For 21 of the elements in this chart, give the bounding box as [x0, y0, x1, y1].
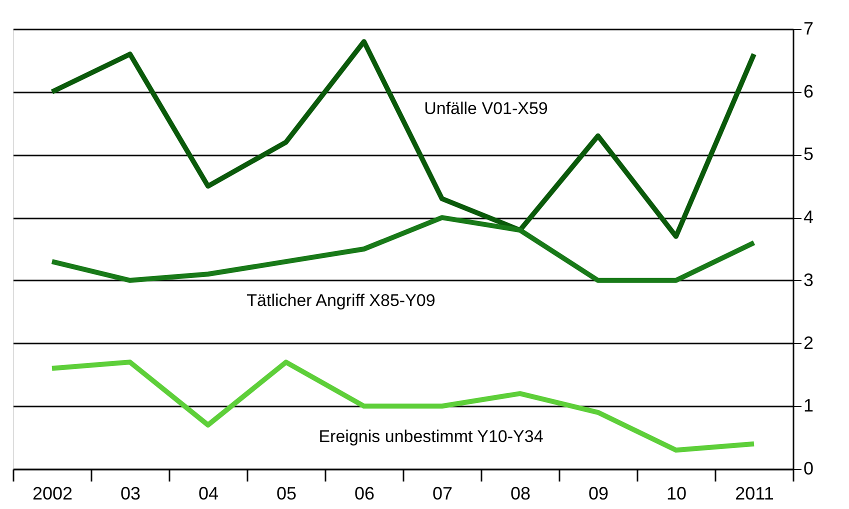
y-tick-label: 6: [804, 81, 814, 102]
x-tick-label: 10: [666, 484, 687, 504]
y-tick-label: 5: [804, 144, 814, 164]
y-tick-label: 0: [804, 458, 814, 478]
y-tick-label: 2: [804, 332, 814, 353]
x-tick-label: 03: [120, 484, 141, 504]
x-tick-label: 09: [588, 484, 609, 504]
x-tick-label: 04: [198, 484, 219, 504]
x-tick-label: 08: [510, 484, 531, 504]
x-tick-label: 2011: [735, 484, 774, 504]
y-tick-label: 7: [804, 18, 814, 38]
x-tick-label: 2002: [32, 484, 73, 504]
series-label: Ereignis unbestimmt Y10-Y34: [318, 427, 544, 446]
y-tick-label: 3: [804, 270, 814, 290]
y-tick-label: 4: [804, 207, 814, 228]
x-tick-label: 05: [276, 484, 297, 504]
y-tick-label: 1: [804, 396, 814, 416]
x-tick-label: 07: [432, 484, 453, 504]
series-label: Tätlicher Angriff X85-Y09: [246, 291, 436, 310]
series-label: Unfälle V01-X59: [424, 99, 548, 118]
x-tick-label: 06: [354, 484, 375, 504]
